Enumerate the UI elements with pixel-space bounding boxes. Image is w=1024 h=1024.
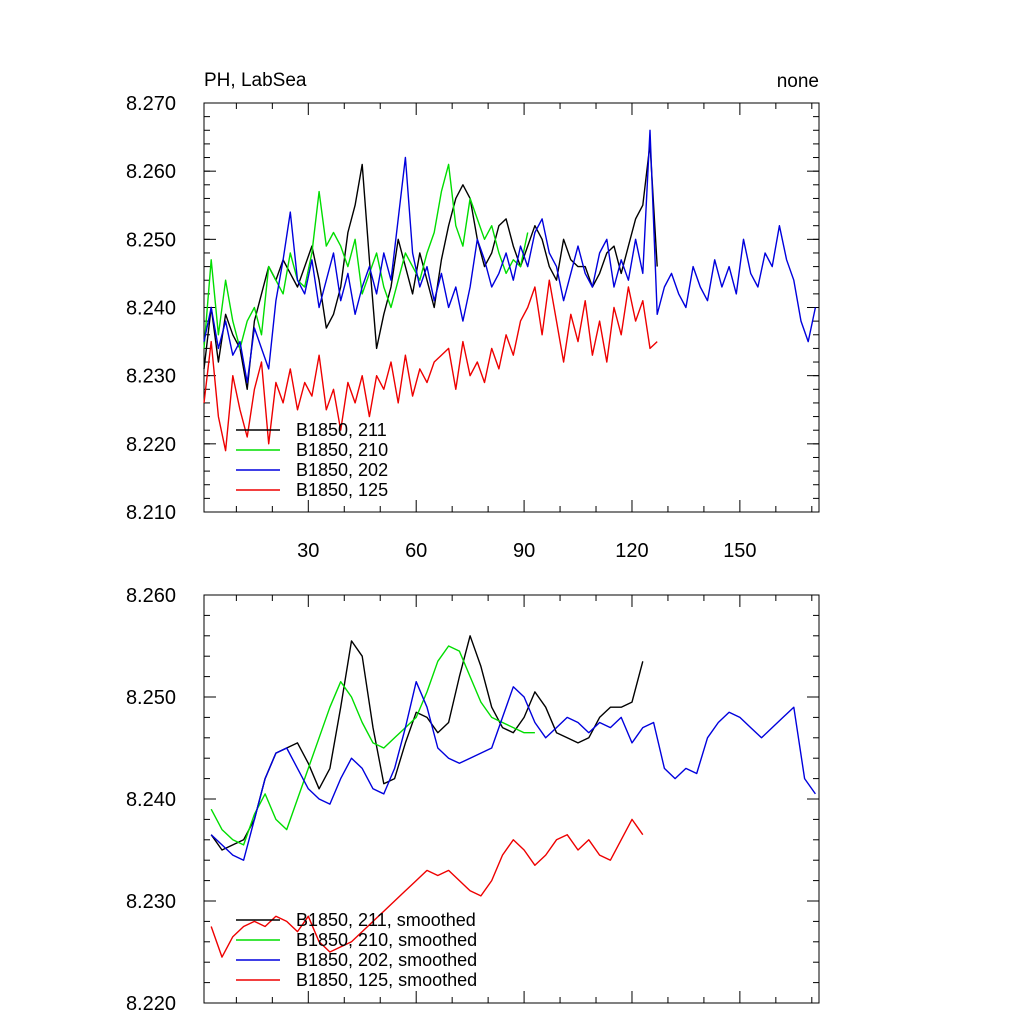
series-line-2 — [210, 645, 535, 846]
y-tick-label: 8.250 — [126, 687, 176, 709]
x-tick-label: 60 — [405, 540, 427, 562]
y-tick-label: 8.210 — [126, 502, 176, 524]
y-tick-label: 8.220 — [126, 434, 176, 456]
y-tick-label: 8.260 — [126, 585, 176, 607]
bottom-panel-smoothed: 8.220 8.230 8.240 8.250 8.260 B1850, 211, smo… — [126, 585, 820, 1015]
legend-label: B1850, 210 — [296, 440, 388, 460]
y-tick-label: 8.270 — [126, 93, 176, 115]
series-line-3 — [210, 681, 816, 861]
top-panel-ph-labsea: 8.210 8.220 8.230 8.240 8.250 8.260 8.270 30 60 9… — [126, 70, 820, 562]
legend-label: B1850, 211 — [296, 420, 387, 440]
series-line-4 — [203, 279, 658, 452]
legend-label: B1850, 211, smoothed — [296, 910, 476, 930]
x-tick-label: 120 — [615, 540, 648, 562]
y-tick-label: 8.250 — [126, 229, 176, 251]
y-tick-label: 8.260 — [126, 161, 176, 183]
series-line-1 — [203, 143, 658, 390]
chart-title-left: PH, LabSea — [204, 70, 307, 91]
x-tick-label: 90 — [513, 540, 535, 562]
legend-label: B1850, 202 — [296, 460, 388, 480]
y-tick-label: 8.240 — [126, 789, 176, 811]
legend-label: B1850, 202, smoothed — [296, 950, 477, 970]
x-tick-label: 30 — [297, 540, 319, 562]
y-tick-label: 8.240 — [126, 298, 176, 320]
chart-title-right: none — [777, 71, 819, 92]
series-line-2 — [203, 163, 529, 350]
y-tick-label: 8.230 — [126, 366, 176, 388]
legend-label: B1850, 210, smoothed — [296, 930, 477, 950]
x-tick-label: 150 — [723, 540, 756, 562]
legend-label: B1850, 125 — [296, 480, 388, 500]
series-line-3 — [203, 129, 817, 384]
series-line-4 — [210, 818, 644, 958]
legend-label: B1850, 125, smoothed — [296, 970, 477, 990]
y-tick-label: 8.220 — [126, 993, 176, 1015]
y-tick-label: 8.230 — [126, 891, 176, 913]
